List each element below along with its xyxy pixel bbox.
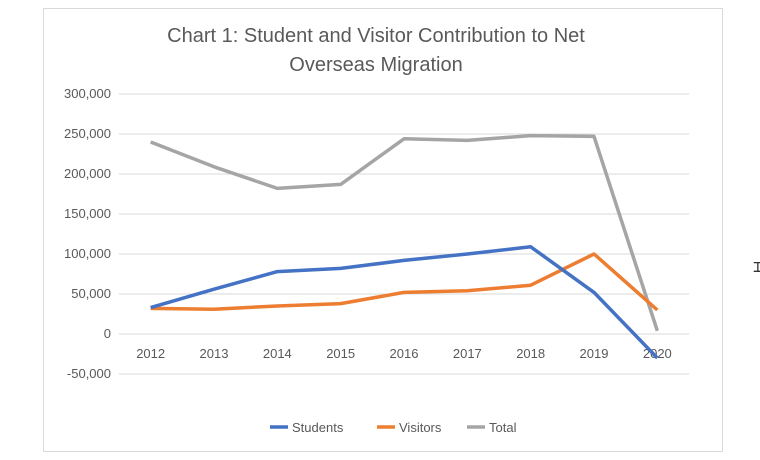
text-cursor-icon: ⌶: [753, 257, 760, 276]
chart-title-line-2: Overseas Migration: [289, 54, 462, 76]
y-tick-label: 200,000: [64, 166, 111, 181]
legend-item-visitors: Visitors: [377, 420, 442, 435]
y-tick-label: 100,000: [64, 246, 111, 261]
x-tick-label: 2016: [390, 346, 419, 361]
y-tick-label: 0: [104, 326, 111, 341]
line-chart: Chart 1: Student and Visitor Contributio…: [64, 25, 689, 435]
x-tick-label: 2014: [263, 346, 292, 361]
legend-item-students: Students: [270, 420, 344, 435]
x-tick-label: 2017: [453, 346, 482, 361]
legend-item-total: Total: [467, 420, 517, 435]
y-tick-label: 50,000: [71, 286, 111, 301]
series-line-total: [150, 133, 659, 332]
x-tick-label: 2012: [136, 346, 165, 361]
x-tick-label: 2015: [326, 346, 355, 361]
y-tick-label: 150,000: [64, 206, 111, 221]
legend-label: Total: [489, 420, 517, 435]
x-tick-label: 2018: [516, 346, 545, 361]
x-tick-label: 2019: [580, 346, 609, 361]
y-tick-label: 250,000: [64, 126, 111, 141]
x-tick-label: 2013: [200, 346, 229, 361]
series-line-students: [150, 245, 659, 360]
legend-label: Visitors: [399, 420, 442, 435]
y-tick-label: 300,000: [64, 86, 111, 101]
legend-label: Students: [292, 420, 344, 435]
chart-frame[interactable]: Chart 1: Student and Visitor Contributio…: [43, 8, 723, 452]
chart-title-line-1: Chart 1: Student and Visitor Contributio…: [167, 25, 585, 47]
series-line-visitors: [150, 252, 659, 312]
y-tick-label: -50,000: [67, 366, 111, 381]
